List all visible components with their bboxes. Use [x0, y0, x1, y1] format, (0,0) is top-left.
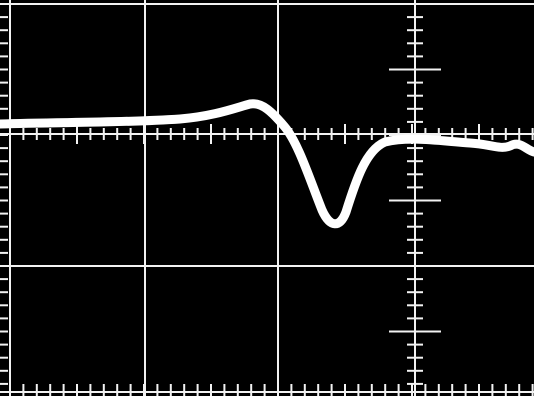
oscilloscope-screen	[0, 0, 534, 396]
screen-background	[0, 0, 534, 396]
page: (() => { const data = JSON.parse(documen…	[0, 0, 534, 396]
